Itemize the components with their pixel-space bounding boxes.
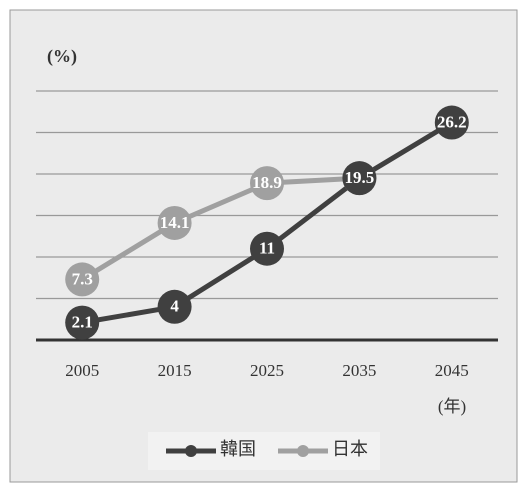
- legend-label: 日本: [332, 439, 368, 459]
- x-tick-label: 2045: [435, 361, 469, 380]
- data-label: 14.1: [160, 213, 190, 232]
- legend-marker: [185, 445, 197, 457]
- x-axis-label: (年): [438, 397, 466, 416]
- marker: [434, 105, 469, 140]
- x-tick-label: 2015: [158, 361, 192, 380]
- x-tick-label: 2025: [250, 361, 284, 380]
- marker: [250, 231, 284, 266]
- data-label: 26.2: [437, 112, 467, 131]
- legend-marker: [297, 445, 309, 457]
- x-tick-label: 2035: [342, 361, 376, 380]
- y-axis-label: (%): [47, 46, 77, 67]
- marker: [65, 262, 100, 297]
- marker: [65, 305, 100, 340]
- data-label: 4: [170, 297, 179, 316]
- marker: [157, 289, 192, 324]
- marker: [250, 166, 284, 201]
- data-label: 2.1: [72, 312, 93, 331]
- marker: [157, 205, 192, 240]
- legend-label: 韓国: [220, 439, 256, 459]
- data-label: 18.9: [252, 173, 282, 192]
- x-tick-label: 2005: [65, 361, 99, 380]
- series-line: [80, 175, 360, 282]
- data-label: 19.5: [345, 168, 375, 187]
- data-label: 11: [259, 239, 275, 258]
- data-label: 7.3: [72, 269, 93, 288]
- marker: [342, 161, 377, 196]
